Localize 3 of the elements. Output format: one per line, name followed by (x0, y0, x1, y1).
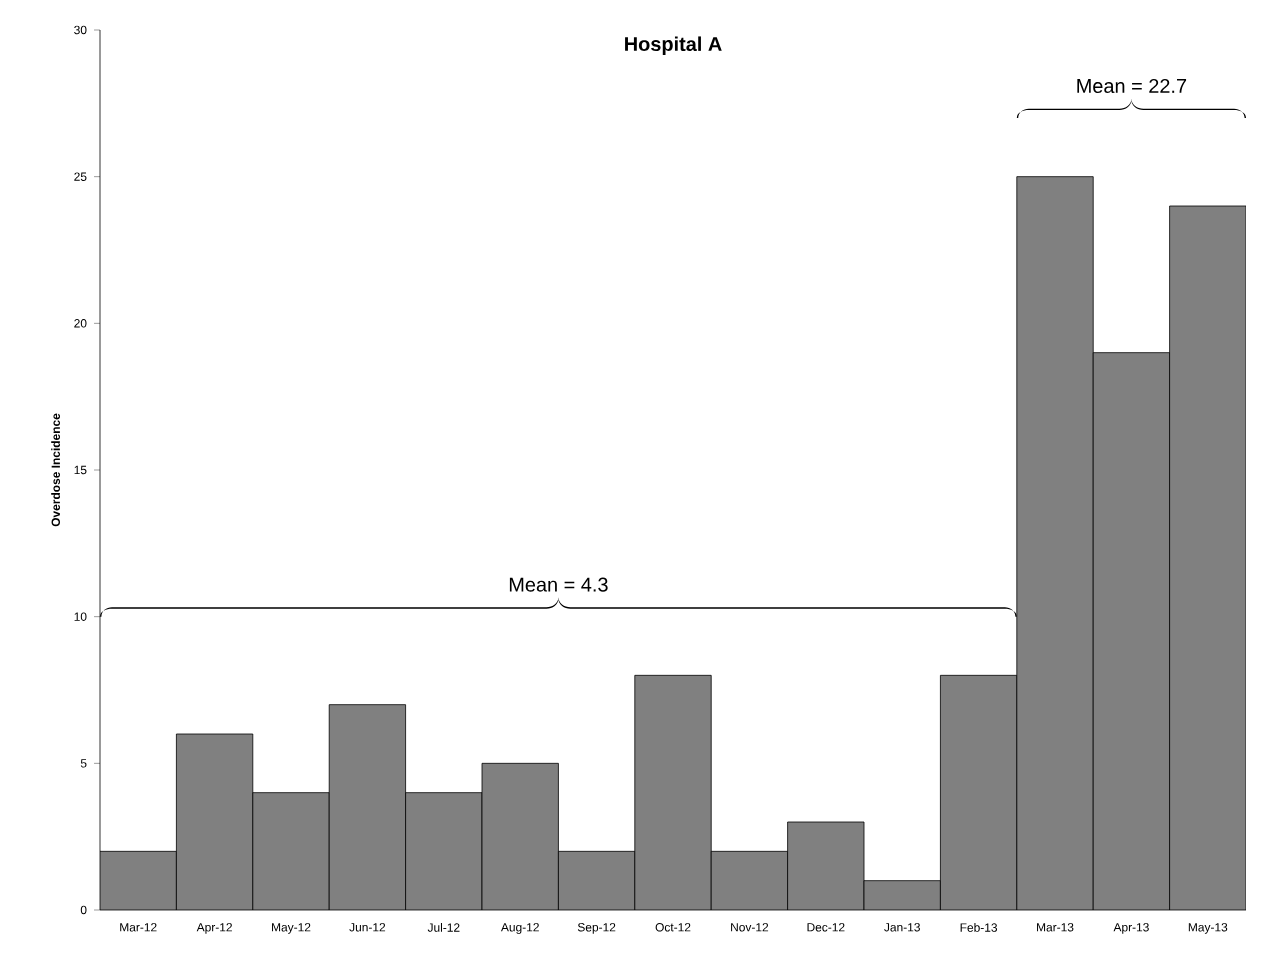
annotation: Mean = 22.7 (1077, 78, 1187, 94)
chart-title: Hospital A (625, 36, 722, 55)
annotation: Mean = 4.3 (509, 577, 608, 592)
